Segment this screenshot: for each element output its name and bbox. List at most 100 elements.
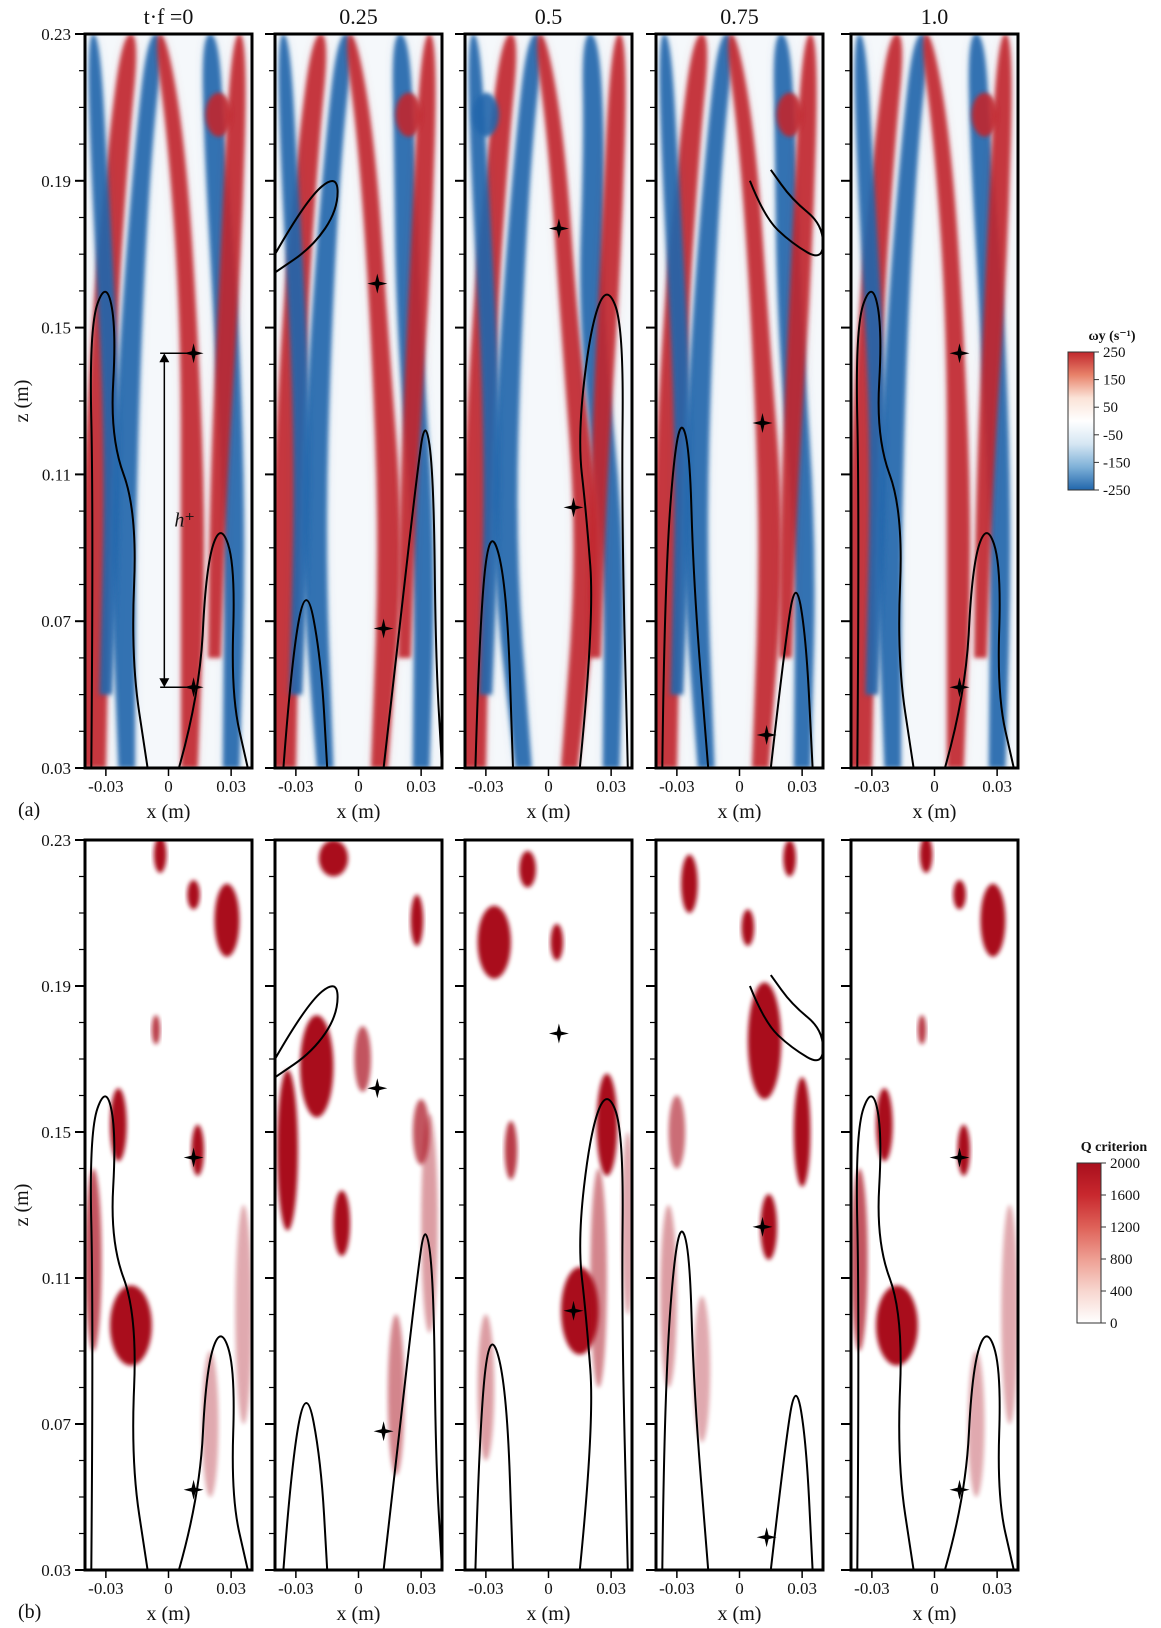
vorticity-streak	[493, 34, 541, 768]
marker-star	[183, 677, 204, 698]
z-tick-label: 0.11	[42, 465, 71, 484]
x-tick-label: -0.03	[278, 777, 313, 796]
x-tick-label: 0	[930, 777, 939, 796]
colorbar-level: 50	[1103, 400, 1118, 416]
q-region	[590, 1168, 607, 1388]
z-tick-label: 0.03	[41, 1561, 71, 1580]
vorticity-streak	[88, 34, 120, 695]
panel-b-4: -0.03 0 0.03 x (m)	[646, 838, 825, 1625]
flame-contour	[661, 426, 710, 768]
q-region	[477, 905, 511, 979]
height-label: h⁺	[174, 509, 195, 531]
q-region	[410, 894, 424, 946]
q-field	[275, 840, 442, 1570]
q-region	[550, 923, 564, 961]
flame-contour	[382, 429, 442, 768]
colorbar-level: -250	[1103, 483, 1131, 499]
x-tick-label: 0.03	[216, 1579, 246, 1598]
panel-a-1: h⁺ -0.03 0 0.03 x (m) t·f =0	[75, 4, 254, 823]
panel-label: (a)	[18, 799, 40, 821]
flame-contour	[282, 599, 329, 768]
vorticity-streak	[208, 34, 246, 658]
colorbar: ωy (s⁻¹)250 150 50 -50 -150 -250	[1067, 329, 1136, 499]
q-region	[201, 1351, 219, 1497]
marker-star	[183, 1147, 204, 1168]
panel-a-5: -0.03 0 0.03 x (m) 1.0	[841, 4, 1020, 823]
q-region	[917, 1015, 927, 1045]
q-field	[660, 840, 823, 1570]
x-tick-label: -0.03	[88, 1579, 123, 1598]
q-field	[85, 840, 252, 1570]
colorbar-gradient	[1076, 1162, 1102, 1324]
flame-contour	[769, 1394, 814, 1570]
q-region	[354, 1026, 371, 1092]
flame-contour	[282, 1402, 329, 1570]
time-label-1: 0.25	[339, 4, 378, 29]
q-region	[783, 840, 796, 877]
x-tick-label: -0.03	[659, 1579, 694, 1598]
flame-contour	[474, 1343, 514, 1570]
panel-background	[275, 840, 442, 1570]
z-tick-label: 0.15	[41, 1123, 71, 1142]
vorticity-field	[275, 34, 442, 768]
z-tick-label: 0.23	[41, 25, 71, 44]
flame-contour	[855, 1095, 915, 1570]
marker-star	[756, 1527, 777, 1548]
q-region	[747, 982, 782, 1100]
flame-contour	[769, 591, 814, 768]
vorticity-streak	[468, 34, 500, 695]
vorticity-streak	[659, 34, 691, 695]
flame-contour	[275, 985, 339, 1079]
x-tick-label: 0.03	[982, 1579, 1012, 1598]
flame-contour	[943, 532, 1015, 768]
marker-star	[752, 413, 773, 433]
x-axis-title: x (m)	[718, 1603, 762, 1625]
flame-contour	[943, 1335, 1015, 1570]
x-tick-label: 0	[164, 777, 173, 796]
x-tick-label: 0.03	[406, 777, 436, 796]
marker-star	[949, 1479, 970, 1500]
q-region	[387, 1314, 405, 1476]
vorticity-streak	[588, 34, 626, 658]
x-axis-title: x (m)	[147, 1603, 191, 1625]
z-axis-title: z (m)	[11, 380, 33, 423]
q-region	[621, 1131, 632, 1315]
z-tick-label: 0.19	[41, 977, 71, 996]
colorbar-gradient	[1067, 351, 1095, 491]
marker-star	[548, 218, 569, 239]
colorbar-level: 400	[1110, 1284, 1133, 1300]
z-axis-title: z (m)	[11, 1184, 33, 1227]
q-region	[151, 1015, 161, 1045]
q-region	[793, 1077, 811, 1187]
vorticity-streak	[728, 34, 782, 768]
flame-contour	[89, 290, 149, 768]
q-region	[519, 850, 536, 888]
colorbar-level: 150	[1103, 373, 1126, 389]
vorticity-streak	[878, 34, 927, 768]
x-tick-label: 0.03	[216, 777, 246, 796]
x-tick-label: 0	[544, 1579, 553, 1598]
q-region	[1001, 1205, 1018, 1424]
colorbar-level: 800	[1110, 1252, 1133, 1268]
q-region	[953, 880, 966, 910]
colorbar-level: -50	[1103, 428, 1123, 444]
flame-contour	[578, 293, 629, 768]
x-tick-label: 0.03	[596, 1579, 626, 1598]
vorticity-streak	[303, 34, 351, 768]
marker-star	[949, 677, 970, 698]
flame-contour	[275, 180, 339, 274]
x-tick-label: -0.03	[468, 777, 503, 796]
q-region	[741, 909, 755, 946]
vorticity-streak	[779, 34, 817, 658]
z-tick-label: 0.07	[41, 612, 71, 631]
vorticity-streak	[157, 34, 204, 768]
panel-b-3: -0.03 0 0.03 x (m)	[455, 838, 634, 1625]
marker-star	[563, 1300, 584, 1321]
x-tick-label: 0.03	[596, 777, 626, 796]
marker-star	[373, 618, 394, 639]
time-label-2: 0.5	[535, 4, 563, 29]
marker-star	[367, 273, 388, 294]
x-axis-title: x (m)	[337, 1603, 381, 1625]
